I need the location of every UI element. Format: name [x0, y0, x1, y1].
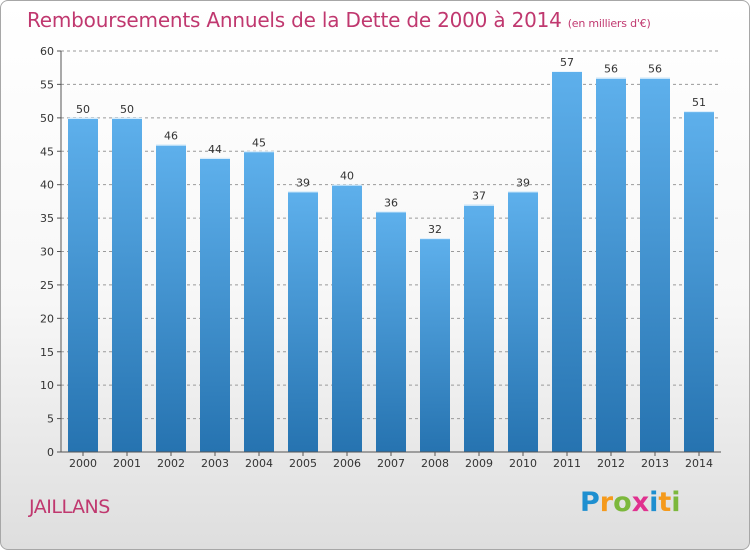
bar-2009 — [464, 204, 494, 452]
value-label: 51 — [692, 96, 706, 109]
proxiti-logo: Proxiti — [580, 487, 681, 518]
y-tick-label: 5 — [47, 413, 54, 426]
bar-2004 — [244, 151, 274, 452]
logo-letter: P — [580, 487, 600, 518]
x-tick-label: 2005 — [289, 457, 317, 470]
y-tick-label: 35 — [40, 212, 54, 225]
logo-letter: x — [631, 487, 650, 518]
value-label: 44 — [208, 143, 222, 156]
bar-2011 — [552, 71, 582, 453]
y-tick-label: 0 — [47, 446, 54, 459]
title-unit: (en milliers d'€) — [567, 17, 651, 30]
logo-letter: t — [658, 487, 672, 518]
y-tick-label: 25 — [40, 279, 54, 292]
bar-2006 — [332, 184, 362, 452]
x-tick-label: 2004 — [245, 457, 273, 470]
y-tick-label: 50 — [40, 112, 54, 125]
x-tick-label: 2008 — [421, 457, 449, 470]
y-tick-label: 60 — [40, 45, 54, 58]
chart-title: Remboursements Annuels de la Dette de 20… — [27, 8, 651, 32]
y-tick-label: 10 — [40, 379, 54, 392]
y-tick-label: 20 — [40, 312, 54, 325]
value-label: 57 — [560, 56, 574, 69]
bar-2012 — [596, 77, 626, 452]
bar-2005 — [288, 191, 318, 452]
y-tick-label: 15 — [40, 346, 54, 359]
bar-2002 — [156, 144, 186, 453]
title-text: Remboursements Annuels de la Dette de 20… — [27, 8, 562, 32]
bar-2014 — [684, 111, 714, 453]
commune-name: JAILLANS — [29, 496, 110, 518]
bar-2008 — [420, 238, 450, 452]
x-tick-label: 2013 — [641, 457, 669, 470]
x-tick-label: 2006 — [333, 457, 361, 470]
logo-letter: r — [599, 487, 614, 518]
x-tick-label: 2000 — [69, 457, 97, 470]
x-tick-label: 2003 — [201, 457, 229, 470]
x-tick-label: 2011 — [553, 457, 581, 470]
value-label: 45 — [252, 136, 266, 149]
value-label: 50 — [76, 103, 90, 116]
value-label: 36 — [384, 196, 398, 209]
bar-2010 — [508, 191, 538, 452]
value-label: 40 — [340, 170, 354, 183]
logo-letter: i — [671, 487, 681, 518]
value-label: 50 — [120, 103, 134, 116]
x-tick-label: 2001 — [113, 457, 141, 470]
value-label: 37 — [472, 190, 486, 203]
y-tick-label: 55 — [40, 78, 54, 91]
logo-letter: i — [649, 487, 659, 518]
x-tick-label: 2007 — [377, 457, 405, 470]
value-label: 46 — [164, 130, 178, 143]
y-tick-label: 40 — [40, 179, 54, 192]
value-label: 39 — [296, 176, 310, 189]
value-label: 39 — [516, 176, 530, 189]
y-tick-label: 30 — [40, 246, 54, 259]
logo-letter: o — [613, 487, 632, 518]
x-tick-label: 2010 — [509, 457, 537, 470]
y-tick-label: 45 — [40, 145, 54, 158]
value-label: 32 — [428, 223, 442, 236]
x-tick-label: 2002 — [157, 457, 185, 470]
bar-2013 — [640, 77, 670, 452]
bar-2007 — [376, 211, 406, 452]
bars — [68, 71, 714, 453]
value-label: 56 — [648, 63, 662, 76]
bar-2000 — [68, 117, 98, 452]
bar-2001 — [112, 117, 142, 452]
x-tick-label: 2014 — [685, 457, 713, 470]
x-tick-label: 2012 — [597, 457, 625, 470]
data-labels: 50 50 46 44 45 39 40 36 32 37 39 57 56 56 51 — [76, 56, 706, 236]
axes: 0 5 10 15 20 25 30 35 40 45 50 55 60 2000 2001 2002 2003… — [40, 45, 721, 470]
bar-2003 — [200, 157, 230, 452]
x-tick-label: 2009 — [465, 457, 493, 470]
value-label: 56 — [604, 63, 618, 76]
